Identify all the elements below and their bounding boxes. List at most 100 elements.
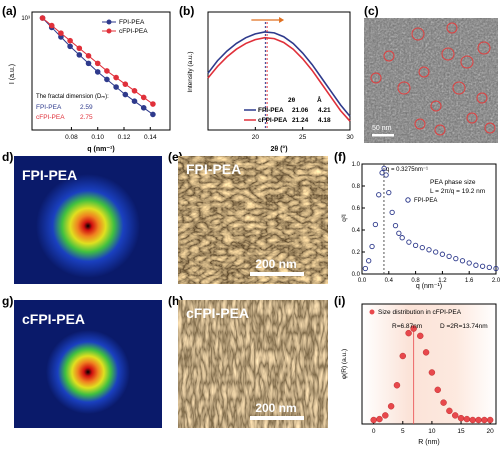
panel-f-point	[392, 222, 399, 229]
panel-i-point	[440, 399, 447, 406]
panel-b-xtick-label: 25	[299, 134, 307, 141]
panel-i-point	[393, 382, 401, 389]
panel-f-marks	[362, 164, 499, 274]
panel-f-ytick-label: 0.8	[352, 184, 361, 190]
panel-a-row-cfpi-name: cFPI-PEA	[36, 114, 65, 121]
panel-d-title: FPI-PEA	[22, 167, 77, 183]
panel-i-point	[370, 416, 377, 424]
panel-a-point	[150, 101, 156, 107]
panel-f-legend: FPI-PEA	[414, 198, 437, 204]
panel-a-row-fpi-value: 2.59	[80, 104, 93, 111]
panel-i-point	[463, 415, 471, 423]
panel-e-scalebar-line	[250, 272, 304, 276]
panel-a-point	[122, 81, 129, 87]
panel-f-point	[383, 172, 389, 178]
panel-a-row-cfpi-value: 2.75	[80, 114, 93, 121]
panel-f-point	[439, 251, 446, 257]
panel-a-ylabel: I (a.u.)	[9, 64, 16, 84]
panel-f-xlabel: q (nm⁻¹)	[416, 283, 442, 290]
panel-f-point	[396, 230, 402, 236]
panel-b-chart: Intensity (a.u.) 20 25 30 2θ (°) 2θ Å FPI-…	[187, 11, 354, 153]
panel-a-point	[76, 45, 83, 52]
panel-f-point	[453, 255, 459, 262]
panel-f-ytick-label: 0.4	[352, 228, 361, 234]
panel-i-xtick-label: 5	[401, 428, 405, 435]
panel-f-point	[412, 242, 419, 249]
panel-a-point	[39, 15, 46, 21]
panel-b-row-fpi-2theta: 21.06	[292, 107, 309, 114]
panel-i-frame	[361, 303, 497, 425]
panel-a-point	[67, 43, 73, 50]
panel-f-point	[466, 260, 472, 266]
panel-b-head-2theta: 2θ	[288, 97, 296, 104]
panel-f-phase-formula: L = 2π/q = 19.2 nm	[430, 188, 485, 195]
panel-f-chart: q²I 0.0 0.4 0.8 1.2 1.6 2.0 0.0 0.2 0.4 0.6 0.8 1.…	[341, 162, 500, 290]
panel-e-scalebar-text: 200 nm	[255, 257, 296, 271]
panel-b-marks	[207, 17, 351, 130]
panel-f-point	[366, 258, 372, 264]
panel-c-tem-image: 50 nm	[364, 18, 498, 143]
panel-f-point	[486, 264, 492, 271]
panel-a-row-fpi-name: FPI-PEA	[36, 104, 62, 111]
panel-f-xtick-label: 1.2	[438, 278, 447, 284]
panel-f-point	[446, 253, 452, 260]
panel-b-series-line	[207, 36, 351, 122]
panel-b-ylabel: Intensity (a.u.)	[187, 51, 194, 92]
panel-i-point	[428, 369, 436, 376]
panel-i-ylabel: φ(R) (a.u.)	[341, 349, 348, 379]
panel-b-row-fpi-name: FPI-PEA	[258, 107, 284, 114]
panel-i-xtick-label: 20	[487, 428, 495, 435]
panel-f-ytick-label: 0.2	[352, 250, 361, 256]
panel-f-xtick-label: 2.0	[492, 278, 500, 284]
panel-d-saxs-pattern: FPI-PEA	[14, 156, 162, 284]
panel-h-scalebar-line	[250, 416, 304, 420]
panel-i-point	[486, 416, 494, 424]
panel-f-point	[406, 239, 412, 245]
panel-h-afm-image: cFPI-PEA 200 nm	[178, 300, 328, 428]
panel-f-point	[433, 249, 439, 255]
panel-a-point	[76, 52, 83, 58]
panel-f-xtick-label: 0.8	[411, 278, 420, 284]
panel-b-row-cfpi-2theta: 21.24	[292, 117, 309, 124]
panel-i-xtick-label: 15	[457, 428, 465, 435]
panel-f-point	[473, 262, 479, 268]
panel-a-point	[58, 30, 64, 36]
panel-a-point	[48, 22, 55, 29]
panel-b-xtick-label: 30	[346, 134, 354, 141]
panel-f-point	[493, 265, 499, 272]
panel-i-point	[452, 412, 459, 419]
panel-a-point	[150, 111, 156, 118]
panel-e-afm-image: FPI-PEA 200 nm	[178, 156, 328, 284]
panel-c-scalebar-text: 50 nm	[372, 125, 392, 132]
panel-f-peak-label: q = 0.3275nm⁻¹	[386, 167, 428, 173]
panel-a-point	[122, 91, 129, 98]
panel-f-yticks: 0.0 0.2 0.4 0.6 0.8 1.0	[352, 162, 365, 278]
panel-f-point	[372, 221, 379, 228]
panel-a-point	[104, 68, 110, 74]
panel-f-point	[362, 265, 368, 272]
panel-f-point	[389, 209, 395, 216]
panel-i-point	[405, 329, 412, 337]
panel-i-point	[399, 352, 406, 360]
panel-i-r-label: R=6.87nm	[392, 323, 422, 330]
panel-i-legend: Size distribution in cFPI-PEA	[378, 309, 462, 316]
panel-a-xtick-label: 0.12	[118, 134, 131, 141]
panel-f-xtick-label: 0.4	[385, 278, 394, 284]
panel-a-marks	[39, 15, 156, 118]
panel-i-point	[422, 349, 430, 356]
panel-f-xticks: 0.0 0.4 0.8 1.2 1.6 2.0	[358, 271, 500, 284]
panel-f-ytick-label: 0.0	[352, 272, 361, 278]
panel-f-point	[399, 235, 405, 241]
panel-a-xtick-label: 0.14	[144, 134, 157, 141]
panel-f-point	[426, 247, 432, 253]
panel-a-point	[94, 69, 101, 75]
panel-i-point	[469, 416, 476, 424]
panel-i-chart: φ(R) (a.u.) 0 5 10 15 20 R (nm) Size distrib…	[341, 303, 497, 446]
panel-i-xtick-label: 10	[428, 428, 436, 435]
panel-f-phase-title: PEA phase size	[430, 179, 476, 186]
panel-b-frame	[207, 11, 351, 131]
panel-a-point	[140, 105, 147, 111]
panel-d-label: d)	[2, 150, 14, 164]
panel-b-xlabel: 2θ (°)	[270, 145, 287, 153]
panel-a-point	[104, 76, 110, 83]
